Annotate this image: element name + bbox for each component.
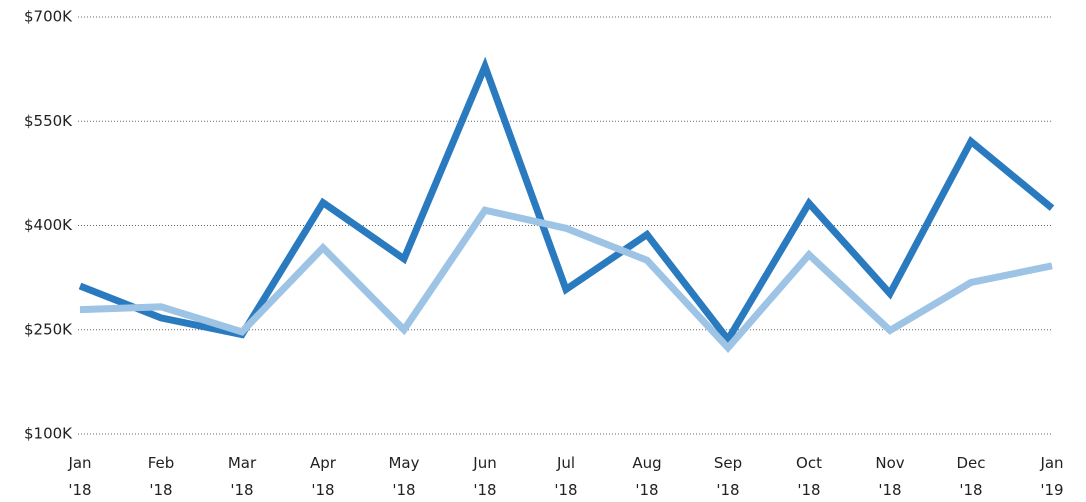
x-tick-label: Feb '18 [147,454,175,499]
line-series [78,56,1055,346]
x-tick-label: Dec '18 [956,454,986,499]
line-series [79,206,1053,354]
x-tick-label: Apr '18 [310,454,336,499]
x-tick-label: Mar '18 [227,454,257,499]
x-tick-label: Nov '18 [875,454,905,499]
x-tick-label: Jul '18 [554,454,578,499]
x-tick-label: Aug '18 [632,454,662,499]
x-tick-label: Jun '18 [473,454,497,499]
x-tick-label: Oct '18 [796,454,822,499]
y-tick-label: $400K [24,216,73,234]
y-tick-label: $700K [24,8,73,26]
x-tick-label: Sep '18 [713,454,743,499]
y-tick-label: $100K [24,425,73,443]
y-tick-label: $250K [24,320,73,338]
x-tick-label: Jan '18 [68,454,92,499]
x-tick-label: Jan '19 [1040,454,1064,499]
x-tick-label: May '18 [388,454,420,499]
y-tick-label: $550K [24,112,73,130]
